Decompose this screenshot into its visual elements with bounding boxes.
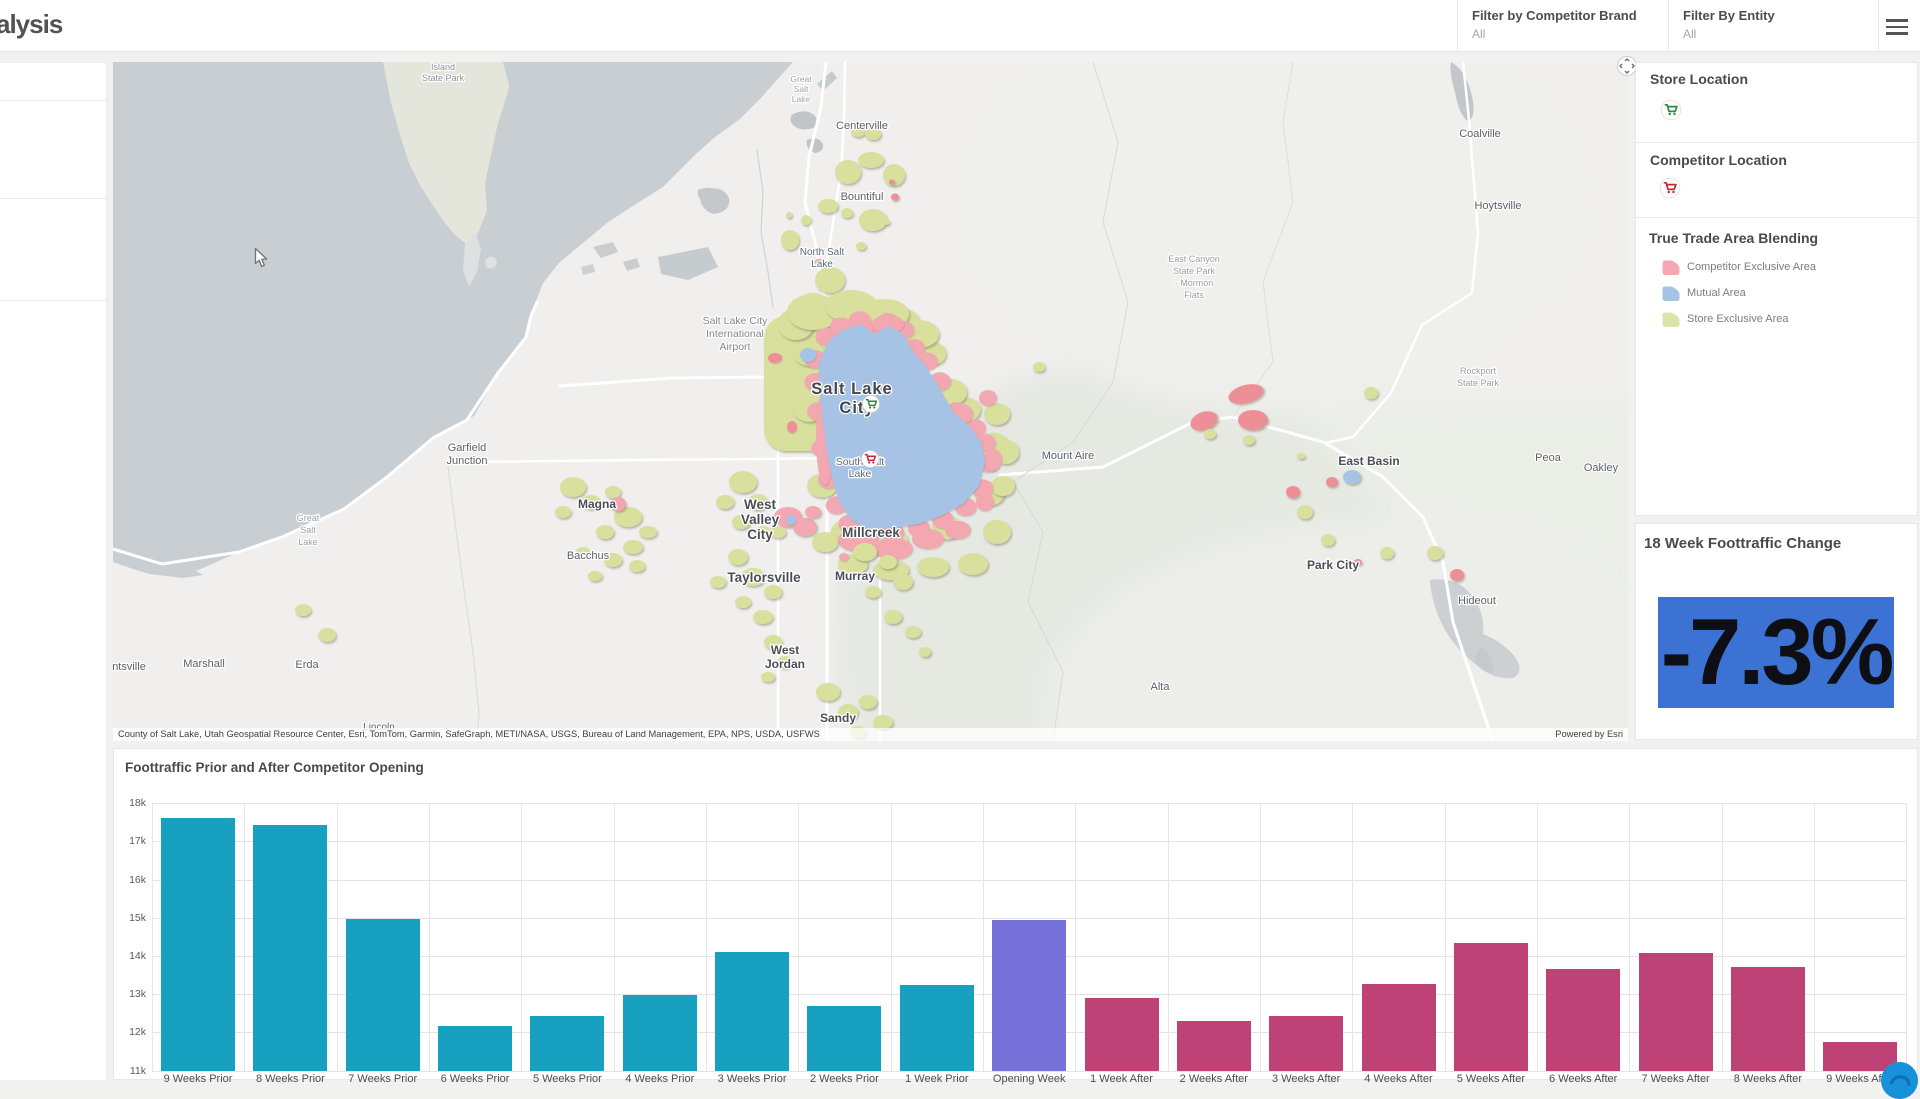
- svg-text:City: City: [747, 527, 773, 542]
- svg-text:East Canyon: East Canyon: [1168, 254, 1220, 264]
- svg-text:Salt: Salt: [794, 84, 809, 94]
- svg-text:Bountiful: Bountiful: [841, 191, 884, 203]
- svg-text:Hoytsville: Hoytsville: [1474, 200, 1521, 212]
- svg-text:Lake: Lake: [849, 468, 872, 480]
- svg-text:Lake: Lake: [811, 259, 833, 270]
- svg-text:Salt Lake: Salt Lake: [811, 380, 892, 398]
- svg-text:Murray: Murray: [835, 569, 875, 583]
- svg-text:Park City: Park City: [1307, 558, 1359, 572]
- svg-text:ntsville: ntsville: [113, 661, 146, 673]
- svg-text:Centerville: Centerville: [836, 120, 888, 132]
- svg-text:West: West: [744, 497, 777, 512]
- svg-text:Great: Great: [790, 74, 812, 84]
- svg-text:Airport: Airport: [720, 341, 751, 353]
- svg-text:State Park: State Park: [422, 73, 465, 83]
- svg-text:International: International: [706, 328, 764, 340]
- svg-text:Valley: Valley: [741, 512, 780, 527]
- svg-text:Hideout: Hideout: [1458, 595, 1496, 607]
- svg-text:Millcreek: Millcreek: [842, 525, 900, 540]
- svg-text:Bacchus: Bacchus: [567, 550, 610, 562]
- svg-text:Magna: Magna: [578, 497, 616, 511]
- svg-text:Salt Lake City: Salt Lake City: [703, 315, 769, 327]
- svg-text:Salt: Salt: [300, 525, 316, 535]
- svg-text:State Park: State Park: [1457, 378, 1500, 388]
- svg-text:East Basin: East Basin: [1338, 454, 1399, 468]
- svg-text:Flats: Flats: [1184, 290, 1204, 300]
- svg-text:Rockport: Rockport: [1460, 366, 1497, 376]
- svg-text:- Mormon: - Mormon: [1175, 278, 1214, 288]
- svg-text:Sandy: Sandy: [820, 711, 856, 725]
- svg-text:Oakley: Oakley: [1584, 462, 1619, 474]
- svg-text:North Salt: North Salt: [800, 247, 845, 258]
- svg-text:Coalville: Coalville: [1459, 128, 1501, 140]
- svg-text:Garfield: Garfield: [448, 442, 487, 454]
- svg-text:Lake: Lake: [298, 537, 318, 547]
- svg-text:Junction: Junction: [447, 455, 488, 467]
- svg-text:Great: Great: [297, 513, 320, 523]
- svg-text:Island: Island: [431, 62, 455, 72]
- svg-text:Jordan: Jordan: [765, 657, 805, 671]
- svg-text:West: West: [771, 643, 799, 657]
- svg-text:Lake: Lake: [792, 94, 811, 104]
- svg-text:Mount Aire: Mount Aire: [1042, 450, 1095, 462]
- svg-text:State Park: State Park: [1173, 266, 1216, 276]
- svg-text:Taylorsville: Taylorsville: [727, 570, 801, 585]
- svg-text:Alta: Alta: [1151, 681, 1171, 693]
- svg-text:Peoa: Peoa: [1535, 452, 1562, 464]
- svg-text:Erda: Erda: [295, 659, 319, 671]
- svg-text:Marshall: Marshall: [183, 658, 225, 670]
